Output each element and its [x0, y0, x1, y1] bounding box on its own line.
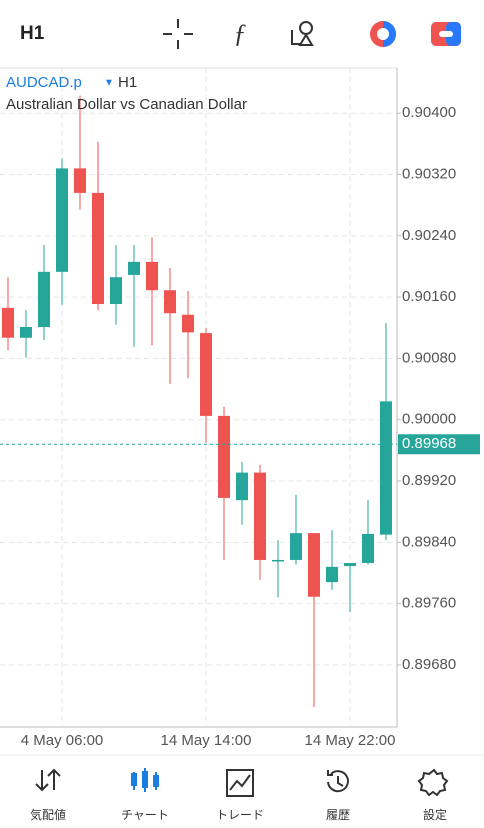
x-tick-label: 14 May 22:00 — [305, 732, 396, 749]
y-tick-label: 0.90320 — [402, 165, 456, 182]
y-tick-label: 0.89920 — [402, 472, 456, 489]
candle-body — [20, 327, 32, 338]
y-tick-label: 0.90240 — [402, 227, 456, 244]
candle-body — [56, 168, 68, 272]
candle-body — [290, 533, 302, 560]
y-tick-label: 0.90000 — [402, 411, 456, 428]
x-tick-label: 4 May 06:00 — [21, 732, 104, 749]
bottom-nav: 気配値 チャート トレード 履歴 設定 — [30, 768, 449, 822]
crosshair-icon[interactable] — [163, 19, 193, 49]
candle-body — [146, 261, 158, 291]
candle-body — [200, 333, 212, 416]
candle-body — [218, 415, 230, 498]
y-tick-label: 0.89840 — [402, 533, 456, 550]
candle-body — [344, 563, 356, 567]
indicators-icon[interactable]: ƒ — [234, 19, 247, 48]
timeframe-button[interactable]: H1 — [20, 23, 45, 44]
y-tick-label: 0.90160 — [402, 288, 456, 305]
candle-body — [254, 472, 266, 560]
y-tick-label: 0.90400 — [402, 104, 456, 121]
nav-icon[interactable] — [327, 770, 349, 793]
y-tick-label: 0.90080 — [402, 349, 456, 366]
nav-label[interactable]: 設定 — [423, 807, 447, 822]
nav-label[interactable]: 気配値 — [30, 807, 66, 822]
candle-body — [272, 559, 284, 562]
price-label: 0.89968 — [402, 435, 456, 452]
nav-icon[interactable] — [35, 768, 61, 792]
plot-area: 0.90400 0.90320 0.90240 0.90160 0.90080 0.900… — [0, 68, 480, 749]
nav-icon[interactable] — [133, 768, 157, 792]
y-tick-label: 0.89680 — [402, 656, 456, 673]
symbol[interactable]: AUDCAD.p — [6, 74, 82, 91]
chart-timeframe: H1 — [118, 74, 137, 91]
account-icon[interactable] — [370, 21, 396, 47]
y-tick-label: 0.89760 — [402, 595, 456, 612]
nav-icon[interactable] — [417, 768, 449, 797]
symbol-dropdown[interactable]: ▼ — [104, 78, 114, 89]
nav-label[interactable]: 履歴 — [326, 808, 350, 822]
trade-icon[interactable] — [431, 22, 461, 46]
candle-body — [182, 314, 194, 333]
objects-icon[interactable] — [291, 21, 314, 46]
nav-label[interactable]: トレード — [216, 808, 264, 822]
candle-body — [236, 472, 248, 501]
candle-body — [38, 271, 50, 328]
candle-body — [164, 290, 176, 314]
candle-body — [380, 401, 392, 535]
candle-body — [128, 261, 140, 275]
price-label-bg — [398, 434, 480, 455]
candle-body — [110, 277, 122, 305]
nav-label[interactable]: チャート — [121, 808, 169, 822]
candle-body — [308, 533, 320, 597]
candle-body — [326, 566, 338, 583]
candle-body — [74, 168, 86, 193]
nav-icon[interactable] — [226, 769, 254, 797]
x-tick-label: 14 May 14:00 — [161, 732, 252, 749]
candle-body — [2, 307, 14, 338]
candle-body — [362, 533, 374, 564]
candle-body — [92, 192, 104, 305]
subtitle: Australian Dollar vs Canadian Dollar — [6, 96, 247, 113]
